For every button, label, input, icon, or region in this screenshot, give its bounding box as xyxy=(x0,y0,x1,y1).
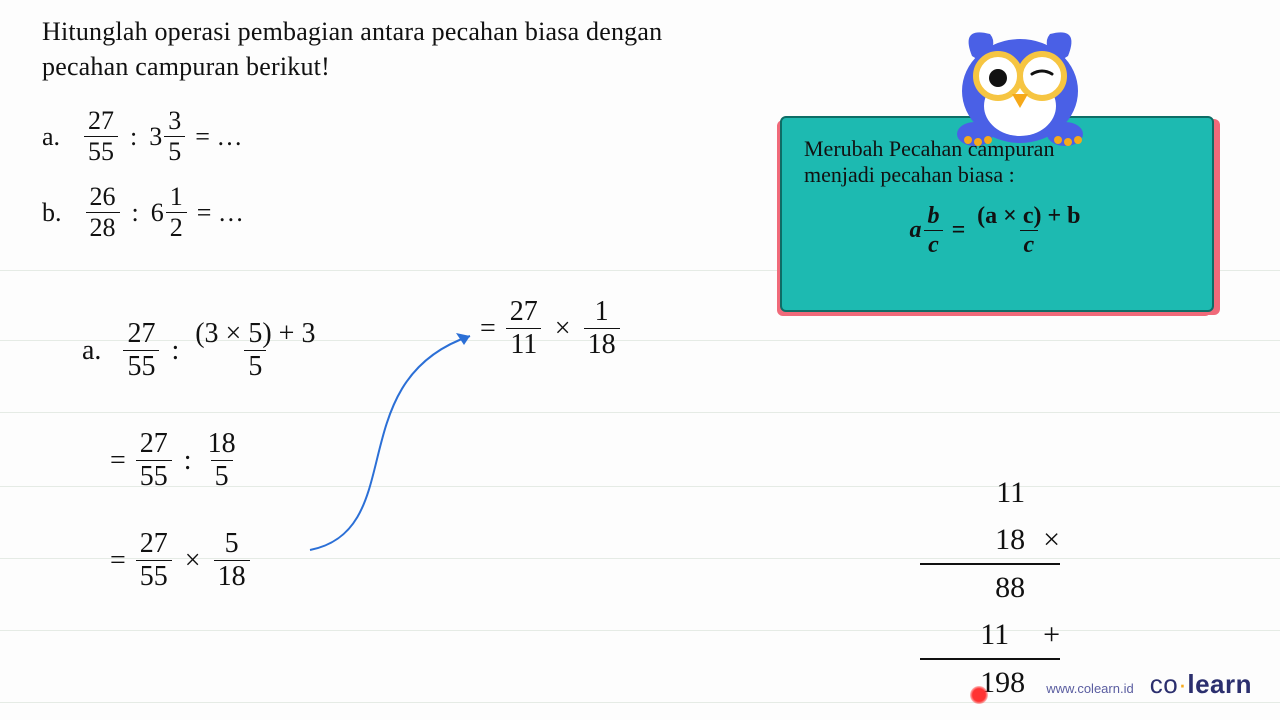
rule-line xyxy=(0,702,1280,703)
frac-den: 5 xyxy=(211,460,233,491)
formula-c: c xyxy=(924,230,943,257)
work-label: a. xyxy=(82,335,101,367)
problem-b-fraction: 26 28 xyxy=(86,184,120,241)
mult-op-plus: + xyxy=(1043,612,1060,659)
multiplication-work: 11× 18× 88+ 11+ 198+ xyxy=(900,470,1060,707)
formula-a: a xyxy=(909,217,921,244)
problem-b: b. 26 28 : 6 1 2 = … xyxy=(42,184,244,241)
frac-den: 55 xyxy=(136,560,172,591)
tip-line-2: menjadi pecahan biasa : xyxy=(804,162,1190,188)
problem-a-fraction: 27 55 xyxy=(84,108,118,165)
frac-den: 28 xyxy=(86,212,120,241)
equals: = xyxy=(110,445,126,477)
mult-r4: 11 xyxy=(980,612,1025,659)
problem-a-mixed: 3 3 5 xyxy=(149,108,185,165)
mixed-den: 2 xyxy=(166,212,187,241)
equals: = xyxy=(110,545,126,577)
frac-num: 5 xyxy=(221,530,243,560)
brand-url: www.colearn.id xyxy=(1046,681,1133,696)
frac-num: 18 xyxy=(204,430,240,460)
problem-a: a. 27 55 : 3 3 5 = … xyxy=(42,108,242,165)
curved-arrow xyxy=(300,320,500,580)
frac-den: 5 xyxy=(244,350,266,381)
mult-r5: 198 xyxy=(980,660,1025,707)
divide-colon: : xyxy=(128,122,139,152)
work-line-4: = 2711 × 118 xyxy=(480,298,620,359)
tip-formula: a b c = (a × c) + b c xyxy=(804,204,1190,257)
owl-mascot-icon xyxy=(920,6,1120,146)
formula-rhs-num: (a × c) + b xyxy=(973,204,1084,230)
equals-dots: = … xyxy=(195,122,242,152)
frac-num: 27 xyxy=(123,320,159,350)
frac-num: 1 xyxy=(591,298,613,328)
frac-num: 26 xyxy=(86,184,120,212)
formula-b: b xyxy=(923,204,943,230)
logo-dot: · xyxy=(1178,669,1187,699)
question-text: Hitunglah operasi pembagian antara pecah… xyxy=(42,14,682,84)
frac-num: 27 xyxy=(136,430,172,460)
op: × xyxy=(182,545,204,577)
op: × xyxy=(552,313,574,345)
op: : xyxy=(169,335,181,367)
problem-b-label: b. xyxy=(42,198,62,228)
frac-num: 27 xyxy=(506,298,542,328)
mult-r3: 88 xyxy=(995,565,1025,612)
frac-den: 55 xyxy=(84,136,118,165)
cursor-indicator-icon xyxy=(970,686,988,704)
work-line-3: = 2755 × 518 xyxy=(110,530,250,591)
formula-rhs-den: c xyxy=(1020,230,1039,257)
formula-eq: = xyxy=(951,217,965,244)
problem-b-mixed: 6 1 2 xyxy=(151,184,187,241)
op: : xyxy=(182,445,194,477)
mult-r2: 18 xyxy=(995,517,1025,564)
branding: www.colearn.id co·learn xyxy=(1046,669,1252,700)
mixed-den: 5 xyxy=(164,136,185,165)
divide-colon: : xyxy=(130,198,141,228)
logo-co: co xyxy=(1150,669,1178,699)
frac-den: 55 xyxy=(123,350,159,381)
work-line-2: = 2755 : 185 xyxy=(110,430,240,491)
frac-den: 18 xyxy=(584,328,620,359)
mult-op-times: × xyxy=(1043,517,1060,564)
frac-den: 11 xyxy=(506,328,541,359)
frac-num: 27 xyxy=(84,108,118,136)
mixed-whole: 3 xyxy=(149,122,162,152)
frac-den: 55 xyxy=(136,460,172,491)
logo-learn: learn xyxy=(1187,669,1252,699)
mixed-whole: 6 xyxy=(151,198,164,228)
rule-line xyxy=(0,630,1280,631)
frac-den: 18 xyxy=(214,560,250,591)
frac-num: 27 xyxy=(136,530,172,560)
mult-r1: 11 xyxy=(996,470,1025,517)
work-line-1: a. 2755 : (3 × 5) + 35 xyxy=(82,320,319,381)
brand-logo: co·learn xyxy=(1150,669,1252,700)
mixed-num: 1 xyxy=(166,184,187,212)
mixed-num: 3 xyxy=(164,108,185,136)
rule-line xyxy=(0,412,1280,413)
problem-a-label: a. xyxy=(42,122,60,152)
equals-dots: = … xyxy=(197,198,244,228)
